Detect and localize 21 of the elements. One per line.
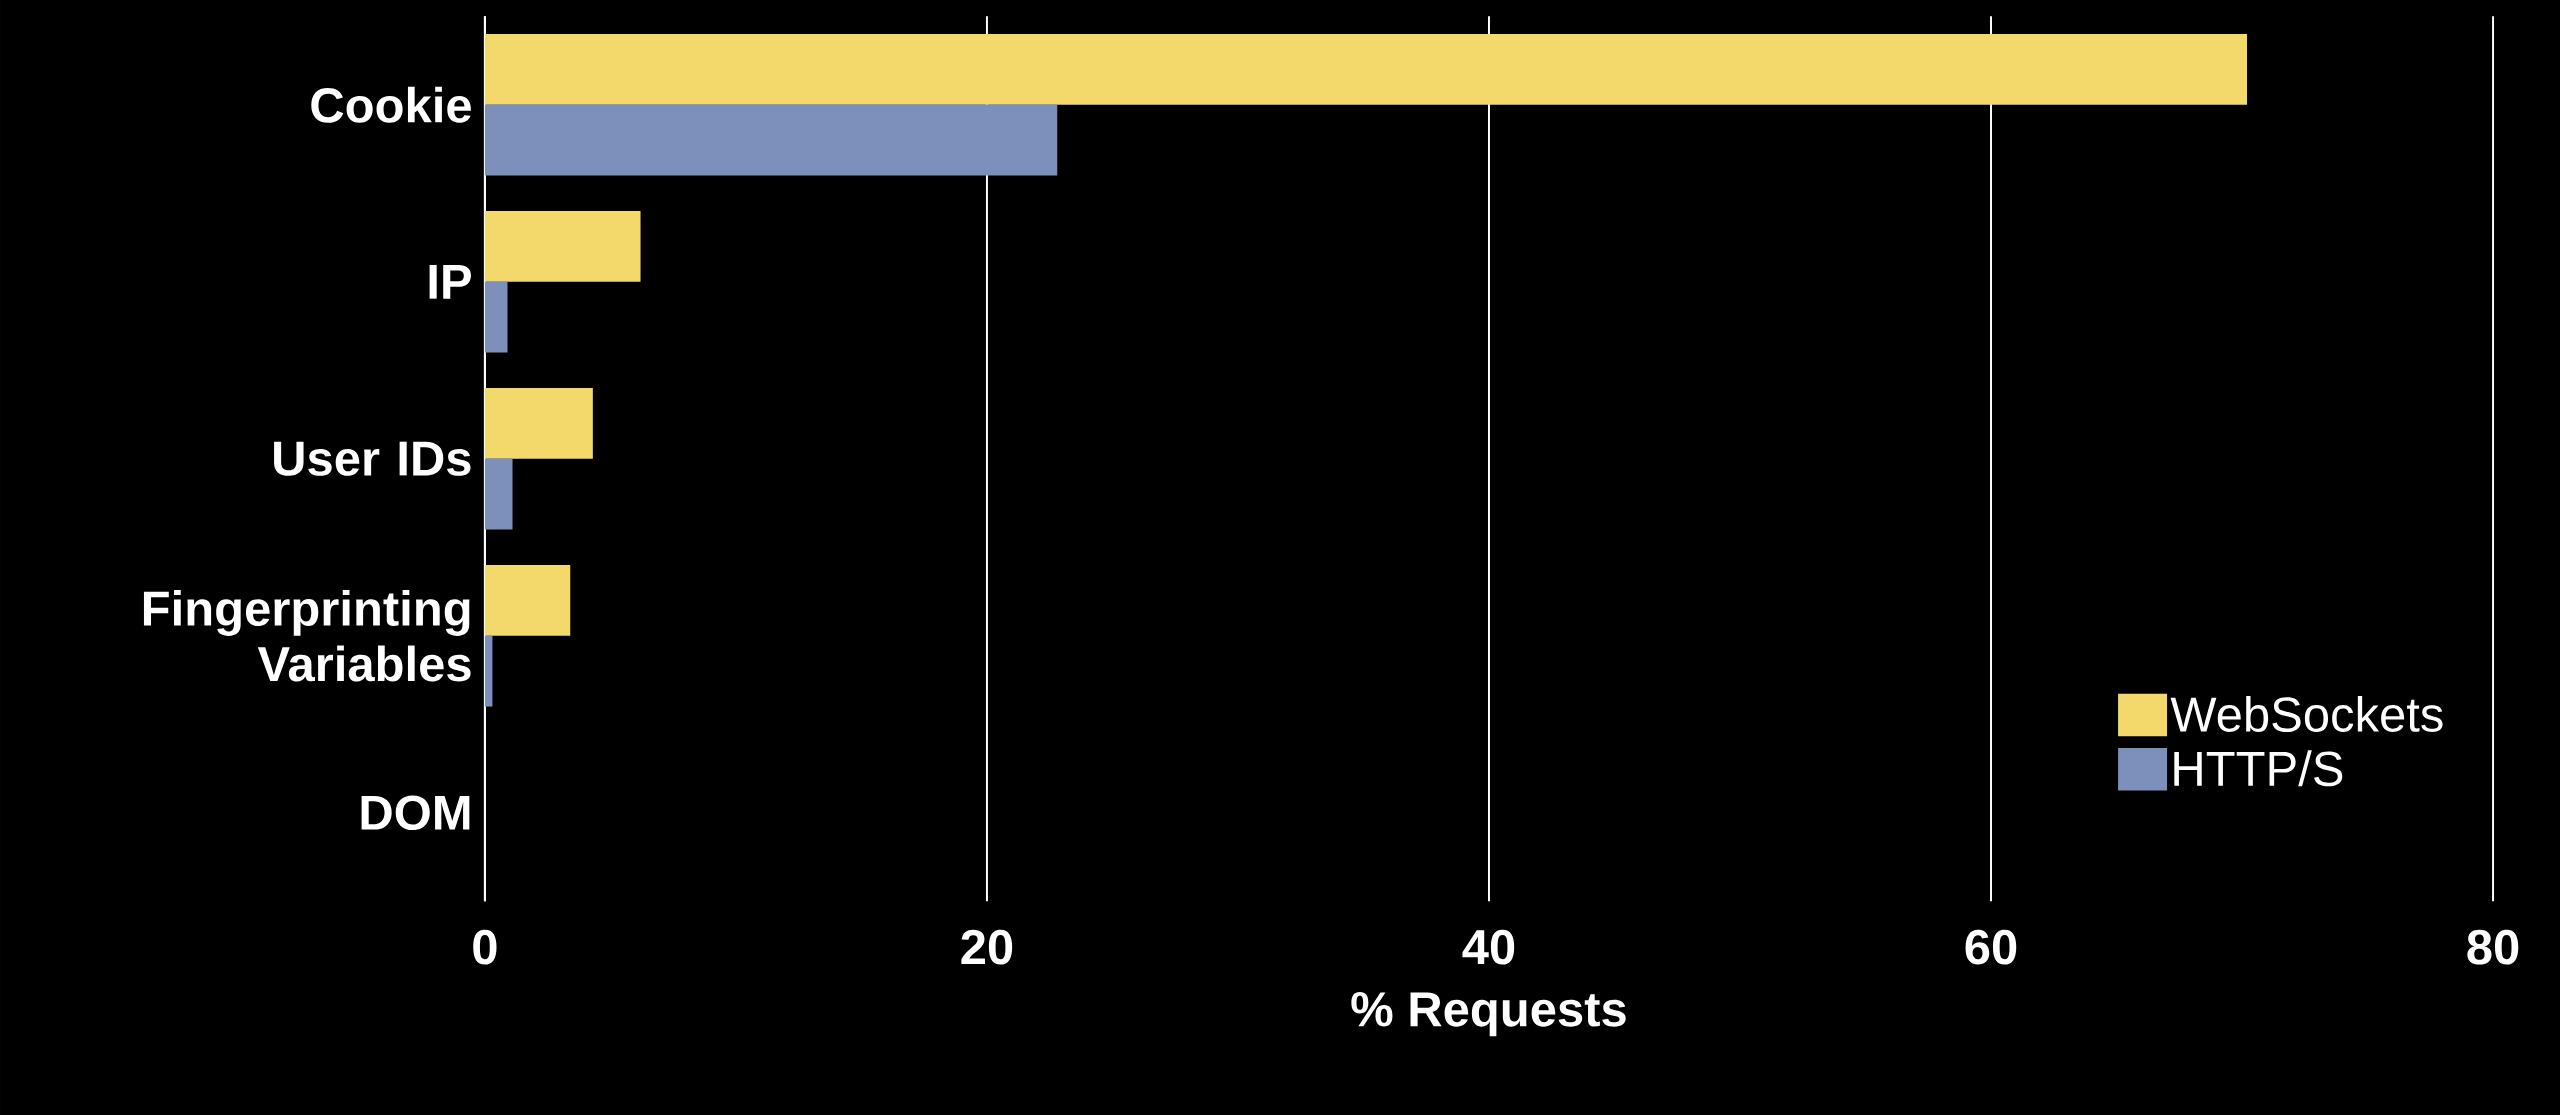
- y-tick-label: IP: [429, 264, 471, 299]
- x-tick-label: 80: [2467, 929, 2519, 965]
- y-tick-label: User IDs: [274, 441, 471, 476]
- bar: [484, 458, 513, 530]
- bar: [484, 387, 593, 459]
- legend-label: WebSockets: [2170, 695, 2443, 732]
- bar: [484, 210, 641, 282]
- y-tick-label: Fingerprinting Variables: [143, 589, 471, 682]
- x-tick-label: 60: [1965, 929, 2017, 965]
- bar: [484, 564, 571, 636]
- x-tick-label: 40: [1462, 929, 1515, 965]
- x-tick-label: 20: [961, 929, 1013, 965]
- bar: [484, 281, 508, 353]
- y-tick-label: DOM: [361, 795, 470, 831]
- y-tick-label: Cookie: [311, 86, 471, 123]
- x-tick-label: 0: [473, 929, 497, 965]
- bar: [484, 33, 2248, 105]
- bar: [484, 104, 1058, 176]
- bar: [484, 635, 493, 707]
- x-axis-title: % Requests: [1351, 992, 1626, 1037]
- legend-label: HTTP/S: [2174, 750, 2343, 787]
